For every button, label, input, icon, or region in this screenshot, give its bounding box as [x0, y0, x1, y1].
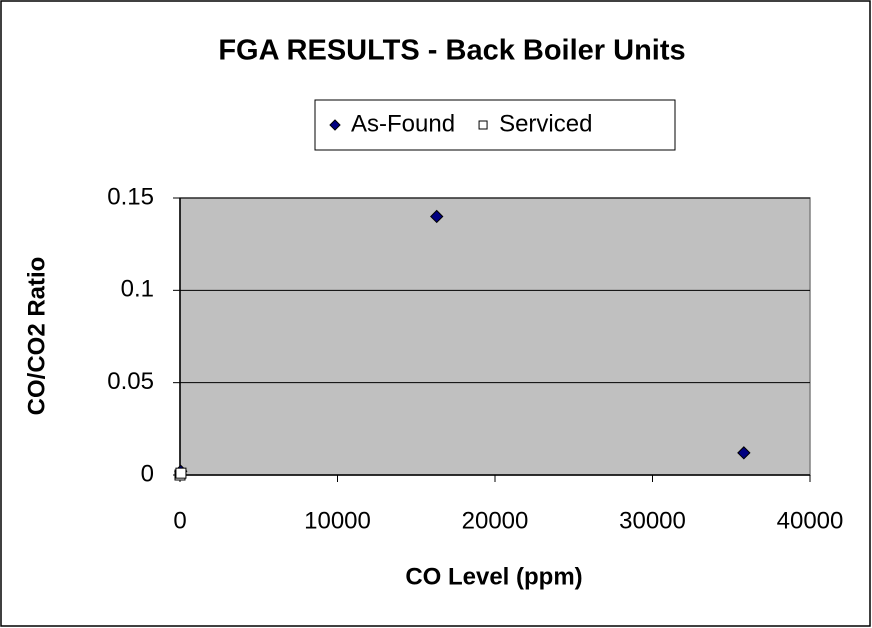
legend-label: Serviced [499, 110, 592, 137]
chart-title: FGA RESULTS - Back Boiler Units [218, 35, 685, 67]
y-tick-label: 0.15 [107, 183, 154, 210]
x-tick-label: 10000 [304, 507, 371, 534]
x-tick-label: 20000 [462, 507, 529, 534]
plot-area [179, 197, 811, 476]
legend-marker [478, 120, 488, 130]
y-tick-label: 0 [141, 460, 154, 487]
x-tick-label: 30000 [619, 507, 686, 534]
x-axis-label: CO Level (ppm) [405, 563, 582, 590]
point [737, 446, 751, 460]
legend [314, 99, 676, 151]
legend-label: As-Found [351, 110, 455, 137]
y-axis-label: CO/CO2 Ratio [23, 257, 50, 416]
y-tick-label: 0.05 [107, 368, 154, 395]
x-tick-label: 0 [173, 507, 186, 534]
y-tick-label: 0.1 [121, 276, 154, 303]
point [430, 209, 444, 224]
x-tick-label: 40000 [777, 507, 844, 534]
legend-marker [329, 119, 341, 131]
point [175, 467, 187, 479]
